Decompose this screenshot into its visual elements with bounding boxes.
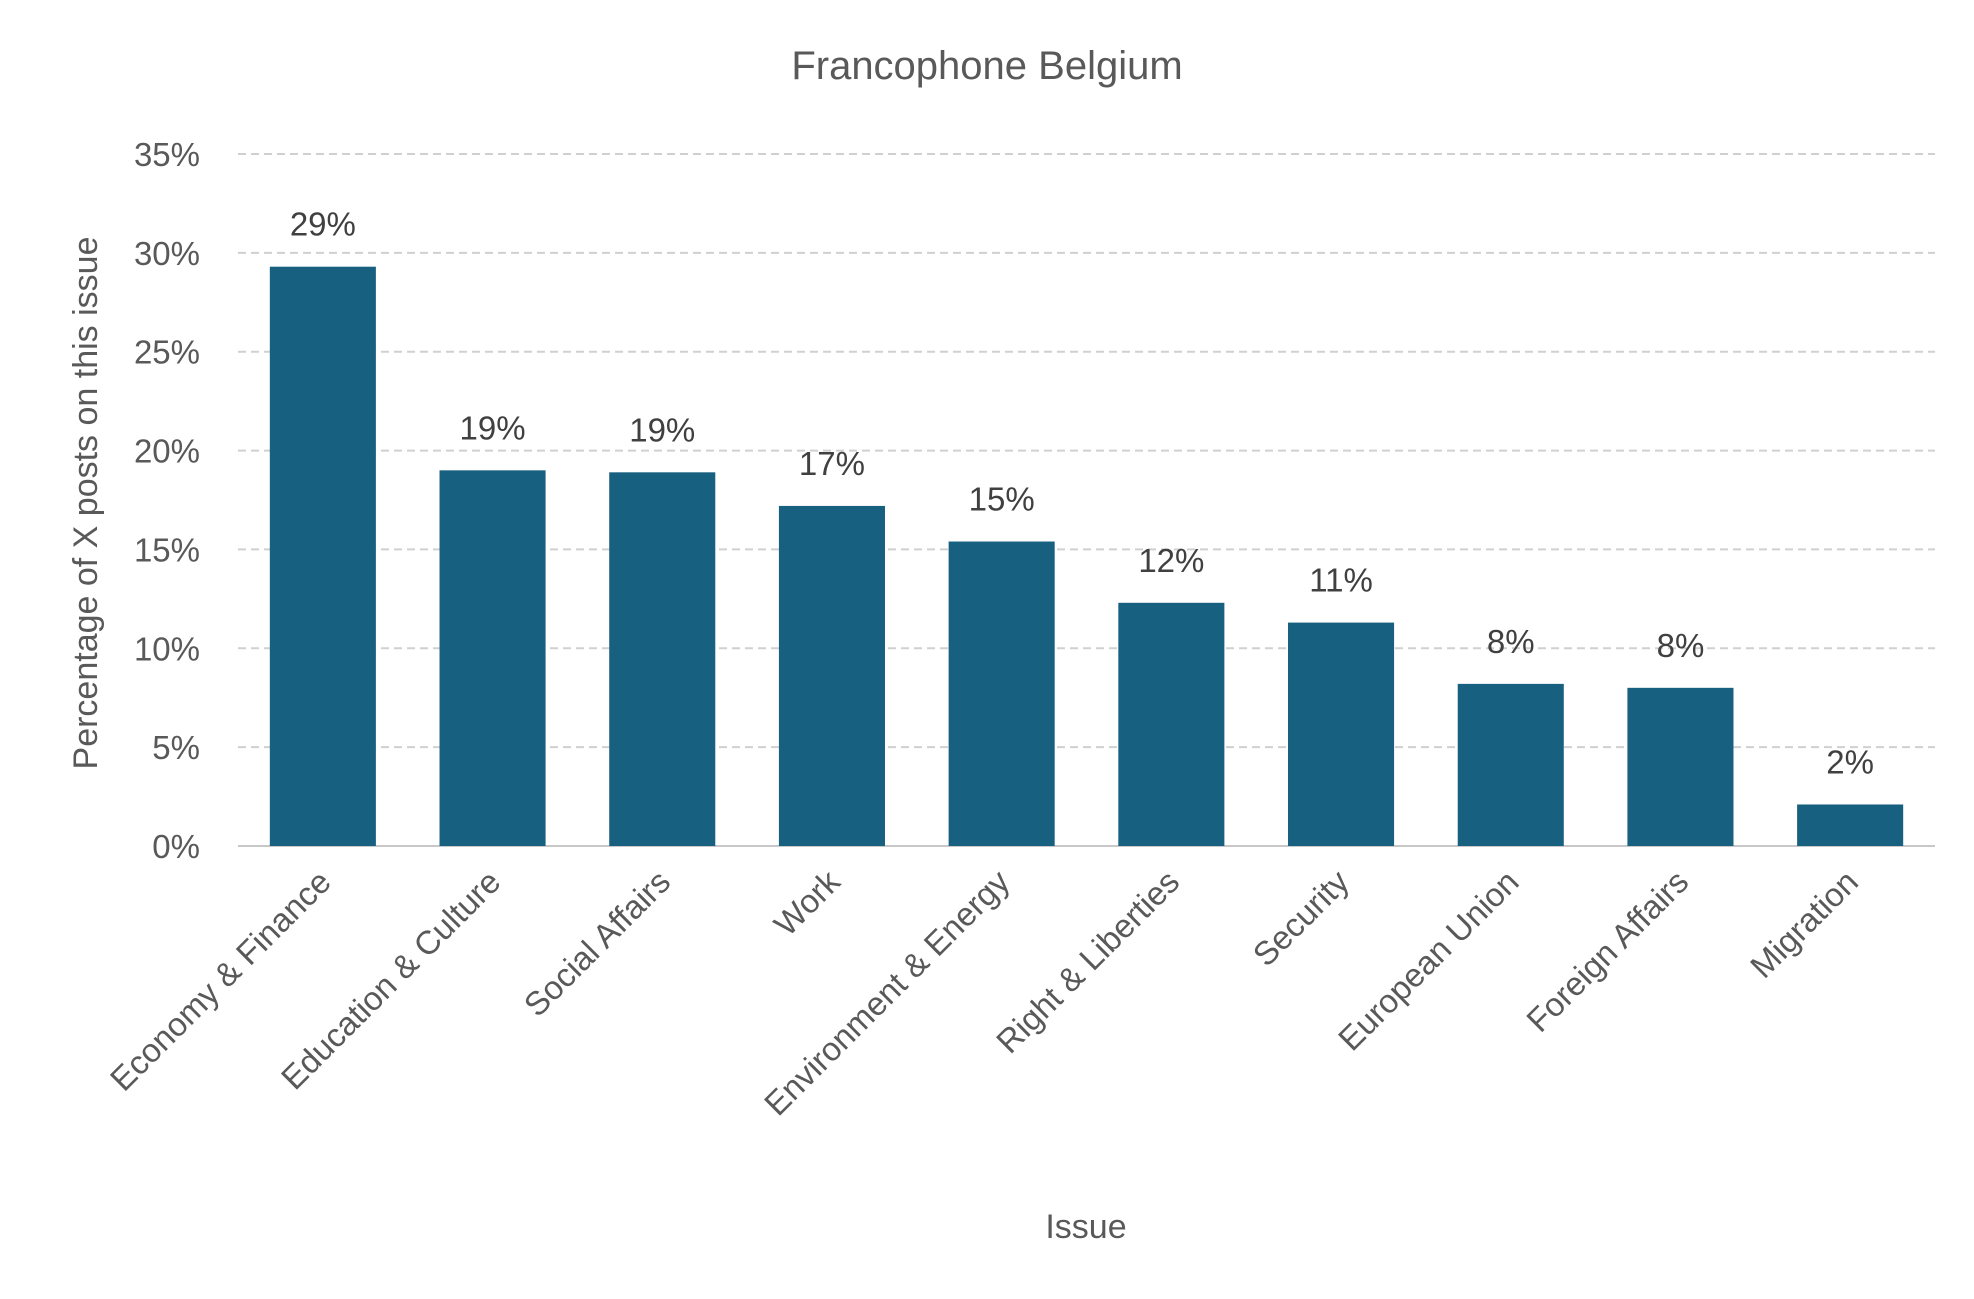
x-tick-label: Right & Liberties	[989, 863, 1186, 1060]
x-tick-label: Work	[767, 862, 848, 943]
y-tick-label: 5%	[152, 729, 200, 766]
y-tick-label: 25%	[134, 334, 200, 371]
bar	[1797, 804, 1904, 846]
x-tick-label: Security	[1246, 862, 1357, 973]
bar	[609, 472, 716, 846]
x-tick-label: European Union	[1331, 863, 1526, 1058]
y-tick-label: 15%	[134, 531, 200, 568]
data-label: 19%	[629, 411, 695, 448]
y-tick-label: 30%	[134, 235, 200, 272]
data-label: 17%	[799, 445, 865, 482]
y-tick-label: 35%	[134, 136, 200, 173]
data-label: 29%	[290, 206, 356, 243]
bar	[269, 266, 376, 846]
y-axis-ticks: 0% 5% 10% 15% 20% 25% 30% 35%	[134, 136, 200, 865]
y-tick-label: 20%	[134, 433, 200, 470]
x-axis-title: Issue	[1045, 1208, 1126, 1246]
y-tick-label: 0%	[152, 828, 200, 865]
data-labels: 29% 19% 19% 17% 15% 12% 11% 8% 8% 2%	[290, 206, 1874, 781]
bar	[1627, 687, 1734, 846]
data-label: 15%	[969, 481, 1035, 518]
x-tick-label: Foreign Affairs	[1519, 863, 1695, 1039]
chart-title: Francophone Belgium	[791, 44, 1182, 88]
data-label: 19%	[460, 409, 526, 446]
y-tick-label: 10%	[134, 630, 200, 667]
x-tick-label: Social Affairs	[517, 863, 678, 1024]
data-label: 8%	[1487, 623, 1535, 660]
bar	[1288, 622, 1395, 846]
bar	[778, 505, 885, 846]
data-label: 11%	[1309, 562, 1373, 599]
x-tick-label: Migration	[1743, 863, 1865, 985]
bar	[439, 470, 546, 846]
y-axis-title: Percentage of X posts on this issue	[67, 237, 105, 770]
data-label: 8%	[1657, 627, 1705, 664]
data-label: 12%	[1138, 542, 1204, 579]
bar	[1457, 683, 1564, 846]
bars	[269, 266, 1904, 846]
bar	[1118, 602, 1225, 846]
bar	[948, 541, 1055, 846]
data-label: 2%	[1826, 743, 1874, 780]
